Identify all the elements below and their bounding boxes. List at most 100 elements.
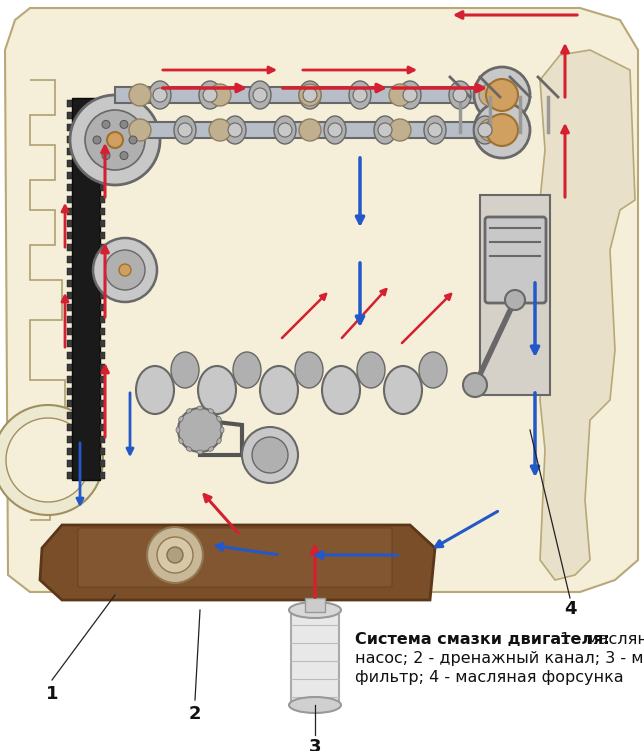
Bar	[480, 195, 550, 395]
Bar	[67, 304, 72, 311]
Circle shape	[153, 88, 167, 102]
Bar	[67, 220, 72, 227]
Bar	[67, 268, 72, 275]
Bar	[115, 122, 505, 138]
Circle shape	[102, 152, 110, 160]
Bar	[100, 148, 105, 155]
Ellipse shape	[224, 116, 246, 144]
Ellipse shape	[357, 352, 385, 388]
Text: 2: 2	[189, 705, 201, 723]
Ellipse shape	[178, 439, 184, 444]
Bar	[100, 112, 105, 119]
Bar	[67, 148, 72, 155]
Circle shape	[252, 437, 288, 473]
Circle shape	[102, 120, 110, 128]
Bar	[67, 172, 72, 179]
Bar	[100, 352, 105, 359]
Circle shape	[105, 250, 145, 290]
Bar	[100, 472, 105, 479]
Circle shape	[242, 427, 298, 483]
Bar	[100, 424, 105, 431]
Bar	[100, 184, 105, 191]
Bar	[67, 400, 72, 407]
Bar	[67, 232, 72, 239]
Circle shape	[403, 88, 417, 102]
Bar	[100, 388, 105, 395]
Bar	[100, 448, 105, 455]
Text: 3: 3	[308, 738, 321, 751]
Bar	[100, 340, 105, 347]
Circle shape	[299, 84, 321, 106]
Circle shape	[328, 123, 342, 137]
Ellipse shape	[274, 116, 296, 144]
Bar	[67, 292, 72, 299]
Bar	[67, 412, 72, 419]
Bar	[100, 244, 105, 251]
Circle shape	[147, 527, 203, 583]
Ellipse shape	[208, 447, 214, 451]
Bar	[100, 412, 105, 419]
Ellipse shape	[399, 81, 421, 109]
Bar	[67, 160, 72, 167]
Circle shape	[167, 547, 183, 563]
Ellipse shape	[199, 81, 221, 109]
Bar	[100, 172, 105, 179]
Bar	[67, 472, 72, 479]
Bar	[100, 256, 105, 263]
Circle shape	[486, 79, 518, 111]
Circle shape	[120, 120, 128, 128]
Ellipse shape	[217, 416, 222, 422]
Bar	[67, 112, 72, 119]
Circle shape	[474, 102, 530, 158]
Ellipse shape	[289, 697, 341, 713]
Circle shape	[93, 136, 101, 144]
Bar	[100, 268, 105, 275]
Polygon shape	[72, 98, 100, 480]
Ellipse shape	[249, 81, 271, 109]
Bar	[67, 256, 72, 263]
Bar	[67, 352, 72, 359]
Bar	[67, 388, 72, 395]
Ellipse shape	[424, 116, 446, 144]
Circle shape	[129, 136, 137, 144]
Ellipse shape	[174, 116, 196, 144]
Bar	[100, 100, 105, 107]
Circle shape	[0, 405, 103, 515]
Circle shape	[353, 88, 367, 102]
Ellipse shape	[149, 81, 171, 109]
Circle shape	[129, 84, 151, 106]
FancyBboxPatch shape	[485, 217, 546, 303]
Ellipse shape	[295, 352, 323, 388]
Circle shape	[303, 88, 317, 102]
Bar	[100, 436, 105, 443]
Circle shape	[389, 119, 411, 141]
Bar	[100, 328, 105, 335]
Circle shape	[228, 123, 242, 137]
Circle shape	[299, 119, 321, 141]
Ellipse shape	[289, 602, 341, 618]
Bar	[67, 448, 72, 455]
Bar	[100, 208, 105, 215]
Bar	[67, 328, 72, 335]
Ellipse shape	[449, 81, 471, 109]
Ellipse shape	[220, 427, 224, 433]
Text: насос; 2 - дренажный канал; 3 - масляный: насос; 2 - дренажный канал; 3 - масляный	[355, 651, 644, 666]
Circle shape	[85, 110, 145, 170]
Circle shape	[479, 119, 501, 141]
Circle shape	[389, 84, 411, 106]
Ellipse shape	[197, 406, 203, 410]
Ellipse shape	[419, 352, 447, 388]
Bar	[67, 316, 72, 323]
Ellipse shape	[324, 116, 346, 144]
Text: 1: 1	[46, 685, 58, 703]
Circle shape	[178, 123, 192, 137]
Circle shape	[70, 95, 160, 185]
Text: фильтр; 4 - масляная форсунка: фильтр; 4 - масляная форсунка	[355, 670, 623, 685]
Circle shape	[474, 67, 530, 123]
Bar	[100, 304, 105, 311]
Ellipse shape	[260, 366, 298, 414]
Circle shape	[378, 123, 392, 137]
Bar	[67, 196, 72, 203]
Ellipse shape	[136, 366, 174, 414]
Circle shape	[93, 238, 157, 302]
